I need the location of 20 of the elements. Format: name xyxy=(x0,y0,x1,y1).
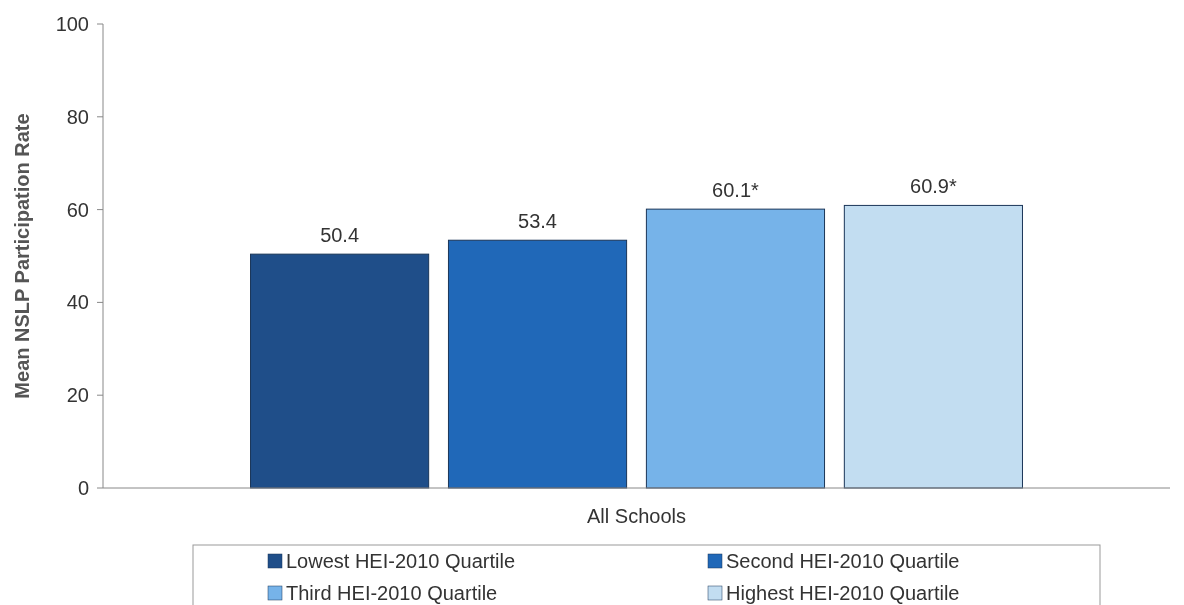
data-label: 60.1* xyxy=(712,179,760,202)
y-tick-label: 0 xyxy=(77,477,89,499)
y-tick-label: 60 xyxy=(66,198,89,221)
x-tick-label: All Schools xyxy=(587,505,686,527)
bar xyxy=(843,204,1023,489)
data-label: 50.4 xyxy=(320,224,360,247)
data-label: 60.9* xyxy=(910,175,957,198)
y-tick-label: 40 xyxy=(66,291,89,314)
y-tick-label: 100 xyxy=(55,13,89,35)
y-tick-label: 80 xyxy=(66,105,89,128)
data-label: 53.4 xyxy=(518,210,557,233)
bar xyxy=(645,208,826,489)
y-axis-title: Mean NSLP Participation Rate xyxy=(11,113,33,399)
legend-label: Second HEI-2010 Quartile xyxy=(726,550,960,572)
bar xyxy=(447,239,628,489)
y-tick-label: 20 xyxy=(66,384,89,407)
legend-label: Highest HEI-2010 Quartile xyxy=(726,582,960,604)
legend-label: Third HEI-2010 Quartile xyxy=(286,582,498,604)
legend-label: Lowest HEI-2010 Quartile xyxy=(286,550,516,572)
bar xyxy=(250,253,430,489)
